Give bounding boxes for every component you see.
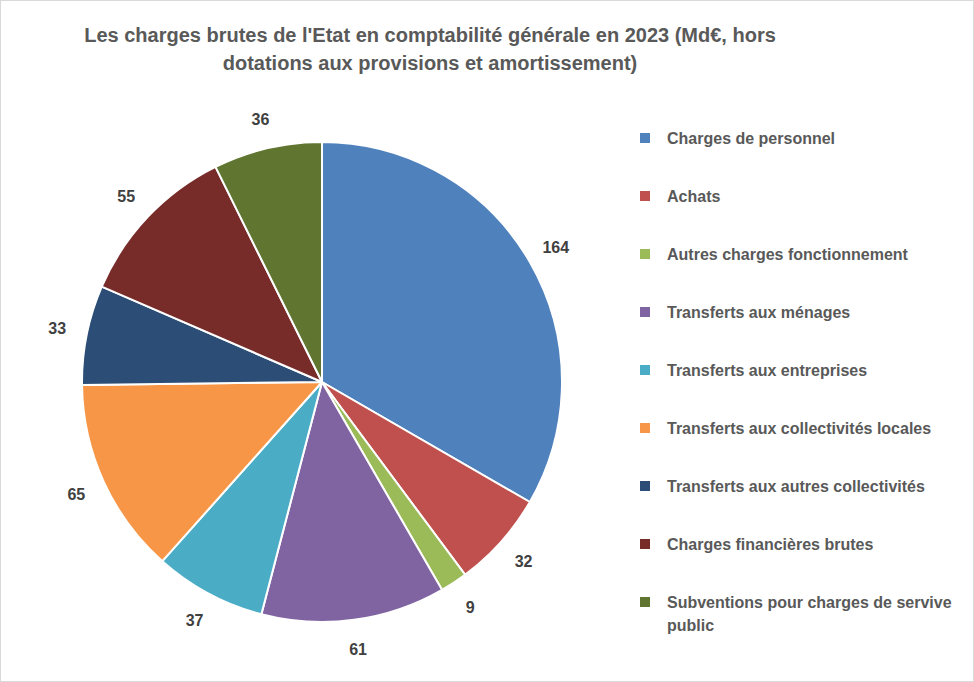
legend-swatch — [640, 481, 650, 491]
legend-label: Charges financières brutes — [667, 536, 873, 553]
legend-swatch — [640, 307, 650, 317]
legend-label: Autres charges fonctionnement — [667, 246, 909, 263]
data-labels: 164 32 9 61 37 65 33 55 36 — [48, 111, 569, 658]
legend: Charges de personnel Achats Autres charges… — [640, 130, 952, 634]
pie-slice — [216, 142, 322, 382]
legend-label: Subventions pour charges de servivepubli… — [667, 594, 952, 634]
legend-swatch — [640, 133, 650, 143]
data-label: 32 — [515, 553, 533, 570]
data-label: 164 — [542, 239, 569, 256]
legend-swatch — [640, 365, 650, 375]
chart-svg: Les charges brutes de l'Etat en comptabi… — [0, 0, 974, 682]
pie — [82, 142, 562, 622]
data-label: 36 — [252, 111, 270, 128]
data-label: 9 — [466, 599, 475, 616]
legend-label: Transferts aux autres collectivités — [667, 478, 925, 495]
pie-slice — [82, 382, 322, 561]
data-label: 55 — [117, 188, 135, 205]
legend-swatch — [640, 423, 650, 433]
data-label: 65 — [67, 486, 85, 503]
data-label: 61 — [349, 641, 367, 658]
legend-swatch — [640, 597, 650, 607]
legend-swatch — [640, 191, 650, 201]
chart-border — [1, 1, 974, 682]
legend-label: Charges de personnel — [667, 130, 835, 147]
data-label: 37 — [186, 612, 204, 629]
legend-swatch — [640, 249, 650, 259]
legend-label: Achats — [667, 188, 720, 205]
chart-title: Les charges brutes de l'Etat en comptabi… — [84, 24, 776, 74]
legend-label: Transferts aux ménages — [667, 304, 850, 321]
legend-label: Transferts aux entreprises — [667, 362, 867, 379]
legend-swatch — [640, 539, 650, 549]
data-label: 33 — [48, 320, 66, 337]
legend-label: Transferts aux collectivités locales — [667, 420, 931, 437]
chart-container: Les charges brutes de l'Etat en comptabi… — [0, 0, 974, 682]
